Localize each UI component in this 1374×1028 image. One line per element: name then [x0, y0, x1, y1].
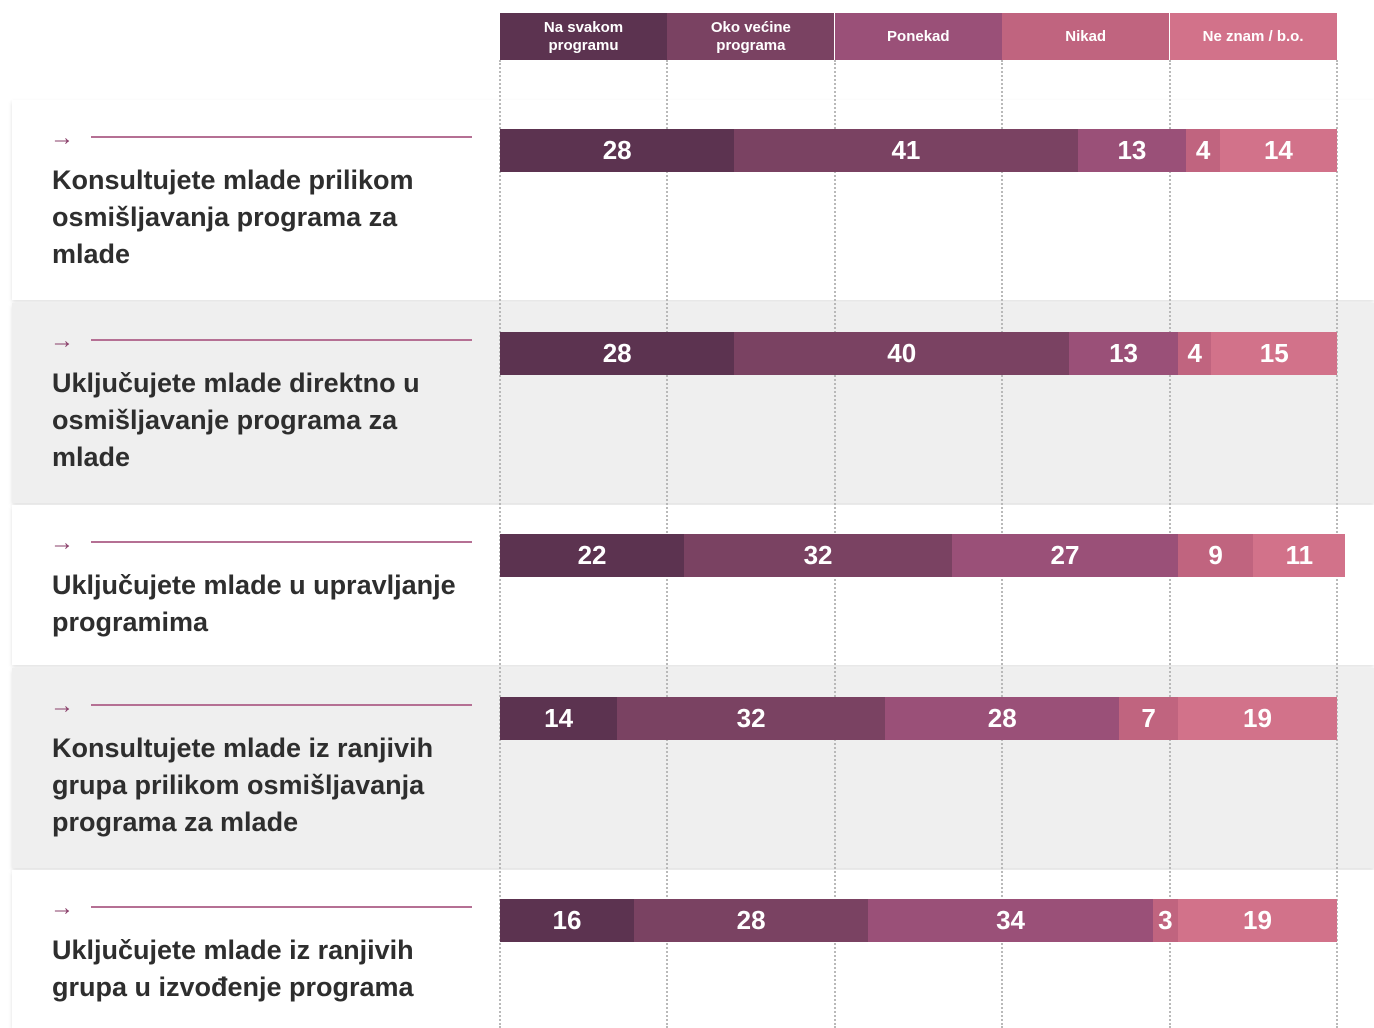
rule-line: [91, 339, 472, 341]
bar-segment: 16: [500, 899, 634, 942]
rule-line: [91, 906, 472, 908]
bar-segment: 19: [1177, 899, 1337, 942]
bar-segment: 28: [633, 899, 869, 942]
bar-segment: 11: [1253, 534, 1346, 577]
legend-header: Oko većine programa: [667, 13, 835, 60]
bar-segment: 32: [617, 697, 885, 740]
arrow-icon: →: [50, 692, 74, 719]
bar-segment: 14: [1219, 129, 1337, 172]
arrow-icon: →: [50, 124, 74, 151]
arrow-icon: →: [50, 894, 74, 921]
arrow-icon: →: [50, 529, 74, 556]
category-label: Konsultujete mlade prilikom osmišljavanj…: [52, 165, 414, 269]
bar-segment: 22: [500, 534, 685, 577]
rule-line: [91, 136, 472, 138]
bar-segment: 34: [868, 899, 1153, 942]
category-label: Konsultujete mlade iz ranjivih grupa pri…: [52, 733, 434, 837]
bar-segment: 14: [500, 697, 618, 740]
bar-segment: 27: [951, 534, 1178, 577]
bar-segment: 13: [1069, 332, 1178, 375]
legend-header: Ne znam / b.o.: [1169, 13, 1337, 60]
bar-segment: 19: [1177, 697, 1337, 740]
bar-segment: 4: [1186, 129, 1220, 172]
bar-segment: 13: [1077, 129, 1187, 172]
bar-segment: 40: [734, 332, 1070, 375]
bar-segment: 7: [1119, 697, 1178, 740]
legend-header: Ponekad: [834, 13, 1002, 60]
rule-line: [91, 704, 472, 706]
category-label: Uključujete mlade u upravljanje programi…: [52, 570, 456, 637]
bar-segment: 28: [885, 697, 1120, 740]
bar-segment: 32: [684, 534, 952, 577]
row-panel: [12, 870, 1374, 1028]
bar-segment: 15: [1211, 332, 1337, 375]
legend-header: Nikad: [1002, 13, 1170, 60]
category-label: Uključujete mlade iz ranjivih grupa u iz…: [52, 935, 414, 1002]
legend-header: Na svakom programu: [500, 13, 667, 60]
rule-line: [91, 541, 472, 543]
bar-segment: 9: [1177, 534, 1254, 577]
bar-segment: 41: [734, 129, 1078, 172]
bar-segment: 28: [500, 129, 735, 172]
row-panel: [12, 505, 1374, 665]
bar-segment: 28: [500, 332, 735, 375]
bar-segment: 4: [1177, 332, 1212, 375]
arrow-icon: →: [50, 327, 74, 354]
category-label: Uključujete mlade direktno u osmišljavan…: [52, 368, 420, 472]
bar-segment: 3: [1152, 899, 1178, 942]
